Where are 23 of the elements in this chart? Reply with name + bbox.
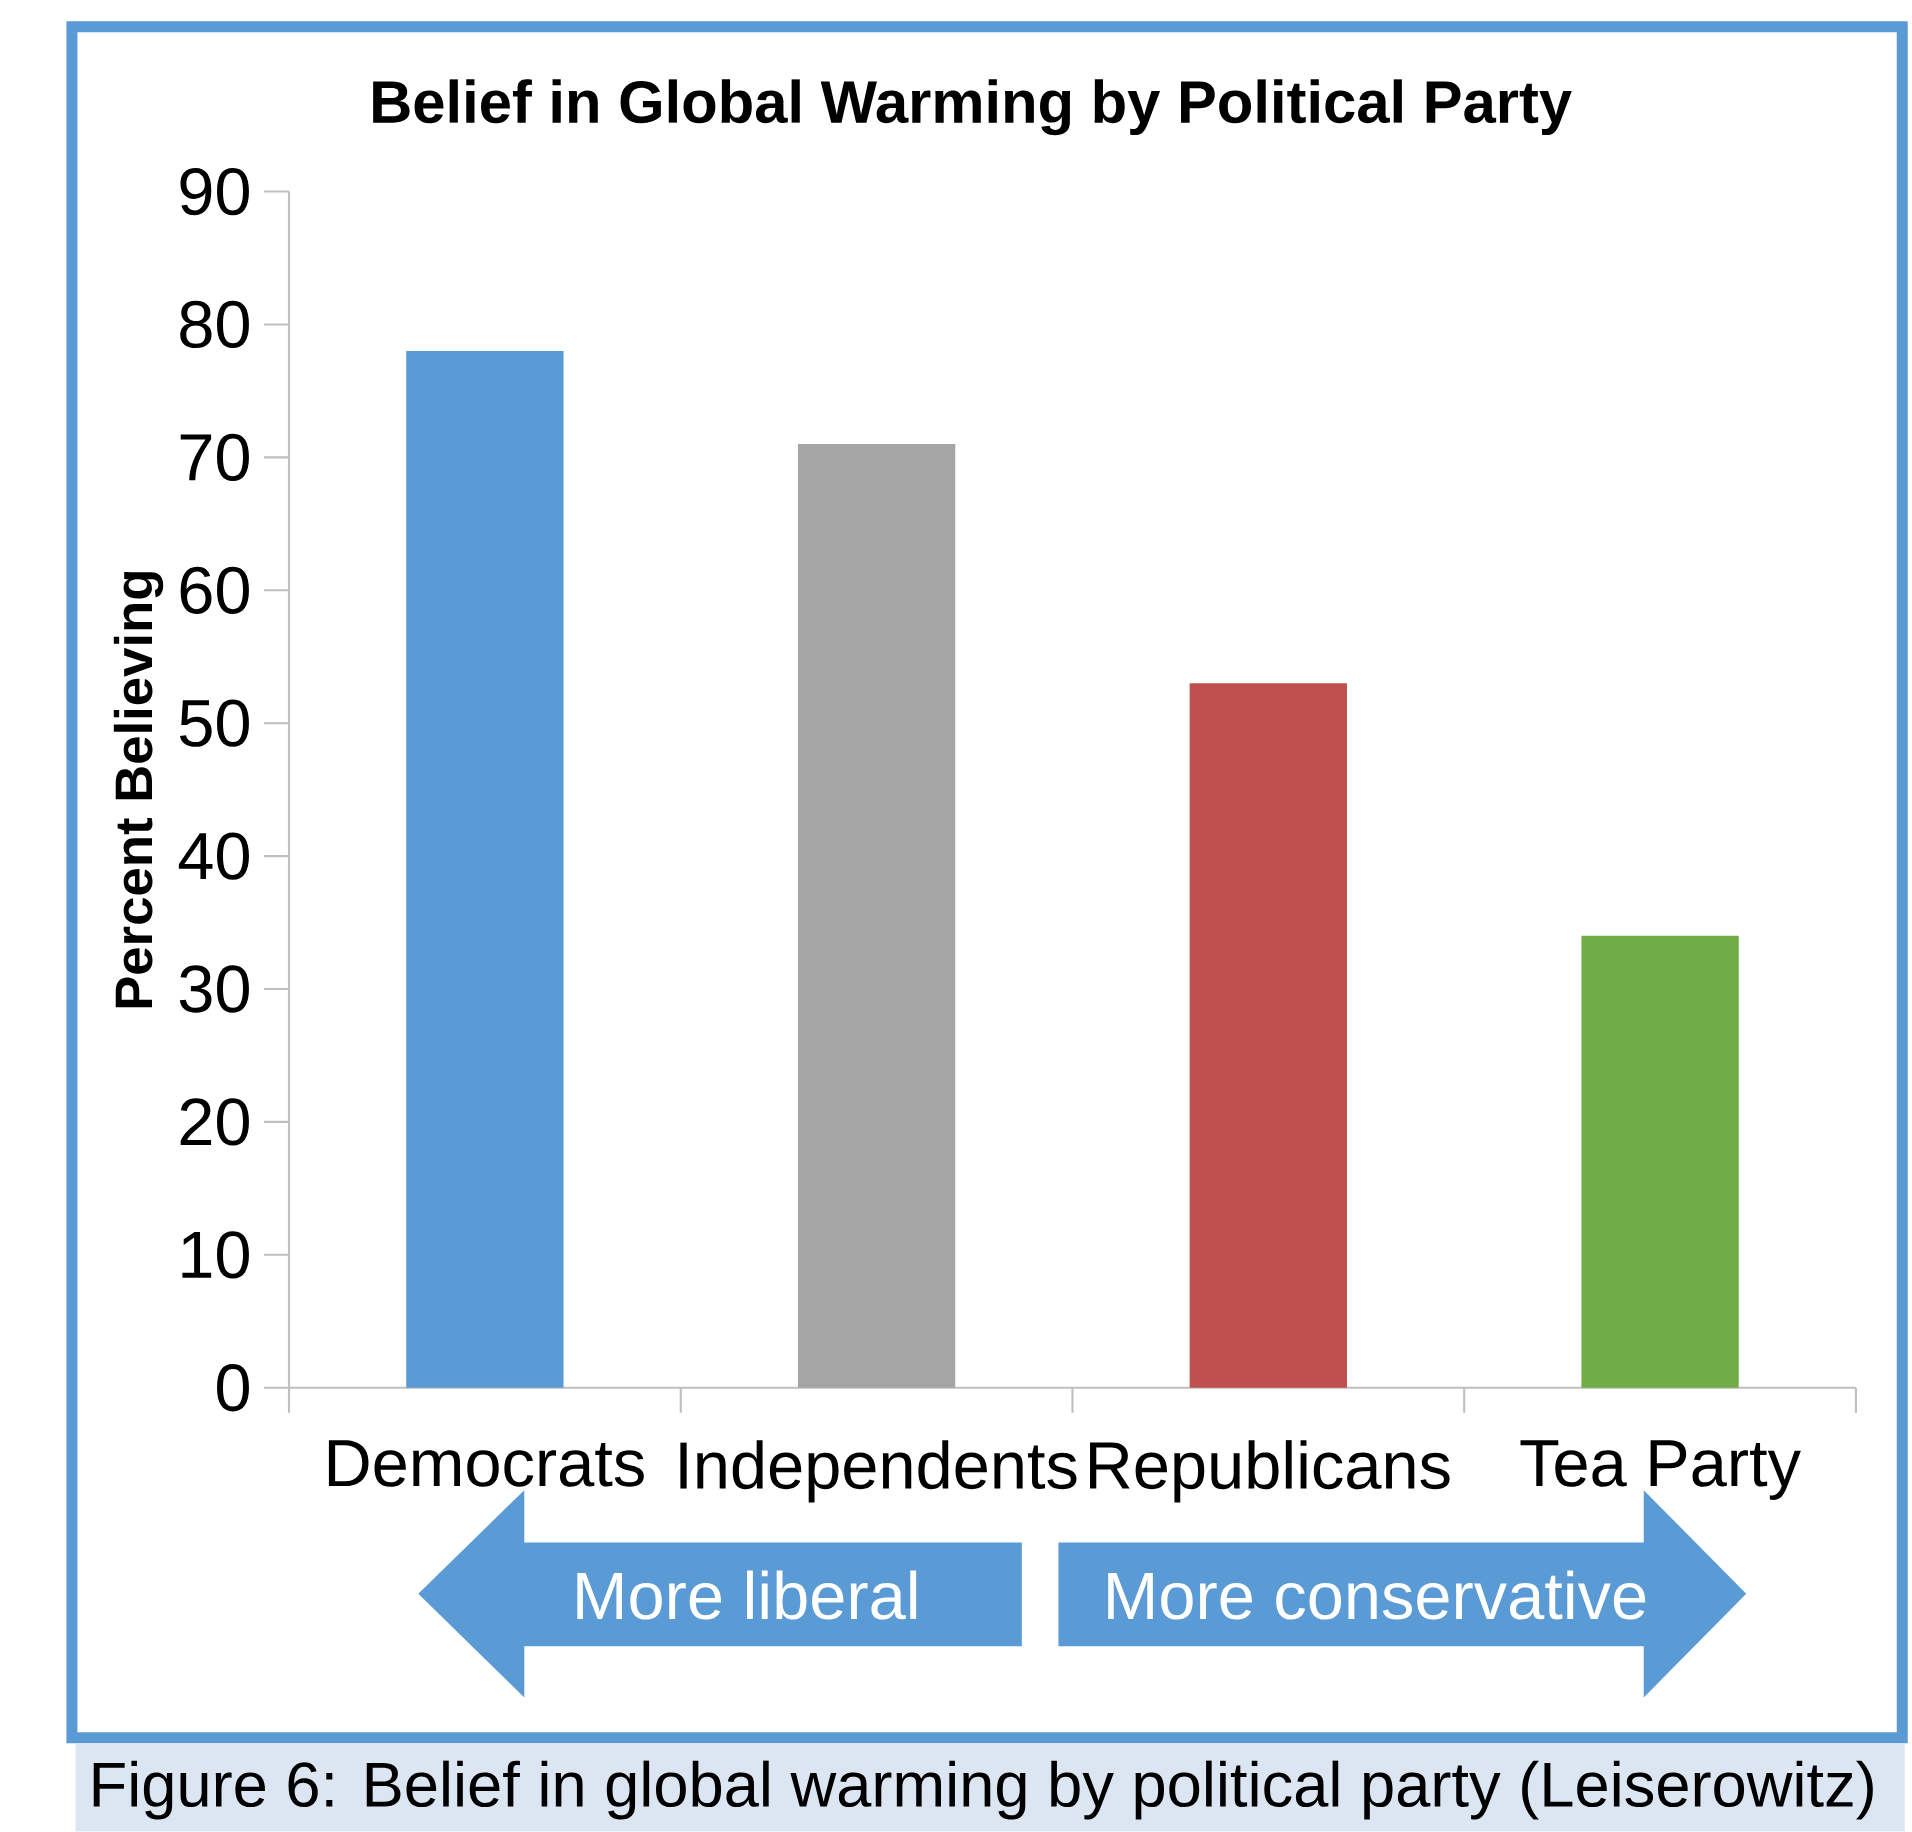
text: More liberal: [577, 1570, 917, 1620]
y-tick-label: 80: [180, 300, 249, 349]
y-tick-label: 50: [179, 699, 249, 747]
y-tick-label: 40: [178, 832, 249, 880]
bar: [1581, 935, 1739, 1388]
y-tick-label: 20: [180, 1098, 249, 1146]
y-axis-title: Percent Believing: [113, 572, 164, 1008]
y-tick-label: 60: [180, 566, 249, 614]
x-tick-label: Tea Party: [1520, 1440, 1801, 1500]
bar: [797, 444, 956, 1388]
y-tick-label: 10: [182, 1231, 249, 1279]
y-tick-label: 90: [180, 167, 249, 216]
chart-title: Belief in Global Warming by Political Party: [373, 79, 1572, 136]
y-tick-label: 30: [179, 965, 249, 1013]
caption: Figure 6: Belief in global warming by political party (Leiserowitz): [93, 1760, 1873, 1820]
x-tick-label: Independents: [680, 1440, 1077, 1503]
x-tick-label: Republicans: [1090, 1440, 1450, 1503]
bar: [1189, 683, 1347, 1388]
x-tick-label: Democrats: [328, 1440, 644, 1487]
bar: [406, 351, 564, 1388]
y-tick-label: 0: [217, 1364, 249, 1412]
y-tick-label: 70: [180, 433, 249, 482]
text: More conservative: [1108, 1570, 1646, 1620]
